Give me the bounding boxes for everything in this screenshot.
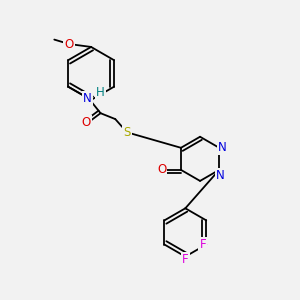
Text: H: H (96, 86, 105, 99)
Text: F: F (200, 238, 206, 251)
Text: O: O (64, 38, 74, 50)
Text: F: F (182, 253, 189, 266)
Text: N: N (216, 169, 225, 182)
Text: S: S (123, 126, 131, 139)
Text: N: N (83, 92, 92, 105)
Text: N: N (218, 141, 227, 154)
Text: O: O (157, 164, 167, 176)
Text: O: O (82, 116, 91, 128)
